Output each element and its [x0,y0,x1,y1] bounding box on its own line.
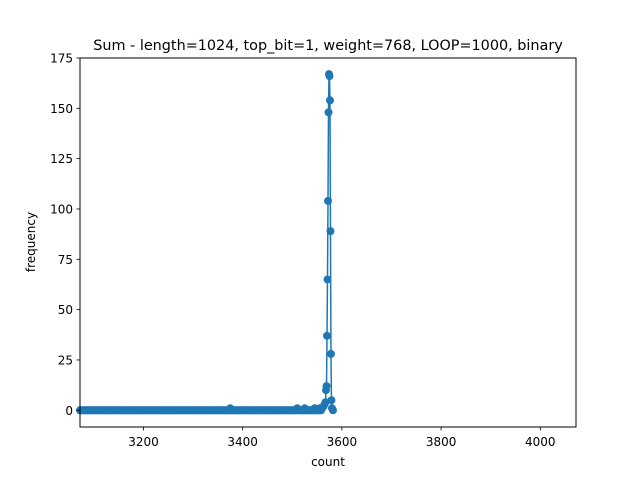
x-tick-label: 3800 [426,435,457,449]
y-axis-label: frequency [24,212,38,272]
data-point [325,72,334,81]
y-tick-label: 50 [58,303,73,317]
data-point [327,396,336,405]
y-tick-label: 75 [58,253,73,267]
y-tick-label: 0 [65,404,73,418]
x-tick-label: 3400 [227,435,258,449]
axes-frame [79,57,577,428]
data-point [326,227,335,236]
data-point [324,196,332,205]
y-tick-label: 175 [50,52,73,66]
y-tick-label: 25 [58,353,73,367]
y-tick-label: 100 [50,202,73,216]
y-tick-label: 125 [50,152,73,166]
x-axis-label: count [311,455,345,469]
x-tick-label: 3600 [327,435,358,449]
data-point [322,382,331,391]
data-point [326,349,335,358]
data-point [328,406,337,415]
x-tick-label: 4000 [525,435,556,449]
data-point [324,108,333,117]
chart-title: Sum - length=1024, top_bit=1, weight=768… [93,38,563,54]
data-point [323,331,332,340]
plot-area [76,70,337,415]
y-axis: 0 25 50 75 100 125 150 175 [50,52,80,418]
x-tick-label: 3200 [128,435,159,449]
data-point [325,96,334,105]
y-tick-label: 150 [50,102,73,116]
data-point [323,275,332,284]
x-axis: 3200 3400 3600 3800 4000 [128,427,556,449]
